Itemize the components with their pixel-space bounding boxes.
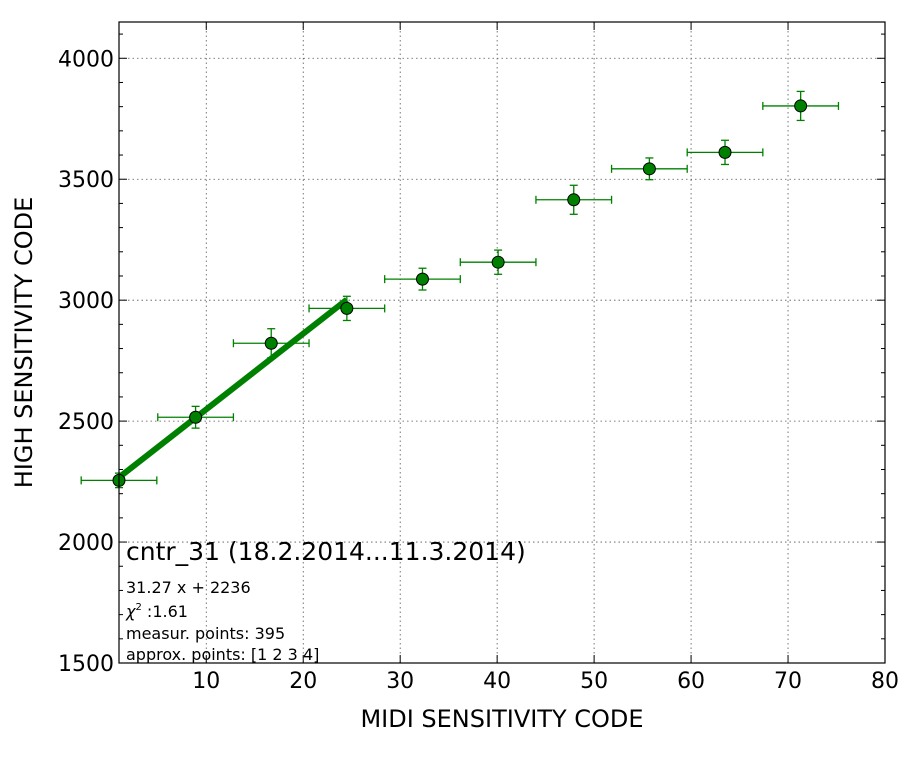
chi-value: :1.61: [142, 602, 188, 621]
point-marker: [567, 193, 581, 207]
point-marker: [189, 410, 203, 424]
x-tick-label: 20: [289, 669, 317, 694]
data-point: [686, 139, 764, 166]
point-marker: [340, 301, 354, 315]
chi-symbol: χ: [125, 602, 136, 621]
x-tick-label: 30: [386, 669, 414, 694]
data-point: [459, 249, 537, 275]
measured-points: measur. points: 395: [126, 624, 285, 643]
data-point: [384, 267, 461, 291]
data-point: [610, 157, 688, 181]
x-tick-label: 40: [483, 669, 511, 694]
plot-title: cntr_31 (18.2.2014...11.3.2014): [126, 537, 526, 566]
fit-line: [117, 297, 349, 480]
point-marker: [718, 145, 732, 159]
x-axis-title: MIDI SENSITIVITY CODE: [360, 705, 643, 733]
y-tick-label: 2000: [58, 531, 114, 556]
fit-line-group: [117, 297, 349, 480]
data-point: [308, 295, 386, 322]
x-tick-label: 50: [580, 669, 608, 694]
y-axis-title: HIGH SENSITIVITY CODE: [10, 197, 38, 489]
plot-frame: [118, 21, 886, 664]
chi-superscript: 2: [135, 602, 141, 613]
point-marker: [264, 336, 278, 350]
point-marker: [642, 162, 656, 176]
x-tick-label: 80: [871, 669, 899, 694]
data-point: [157, 405, 235, 429]
y-tick-label: 4000: [58, 47, 114, 72]
y-tick-labels: 1500 2000 2500 3000 3500 4000: [58, 47, 114, 677]
point-marker: [794, 99, 808, 113]
data-point: [762, 90, 840, 122]
x-tick-label: 70: [774, 669, 802, 694]
y-tick-label: 2500: [58, 410, 114, 435]
data-point: [232, 328, 310, 359]
point-marker: [491, 255, 505, 269]
minor-ticks: [119, 22, 886, 664]
chi-square: χ2 :1.61: [125, 602, 188, 621]
grid: [119, 22, 885, 663]
point-marker: [415, 272, 429, 286]
y-tick-label: 1500: [58, 652, 114, 677]
data-points: [80, 90, 840, 489]
y-tick-label: 3500: [58, 168, 114, 193]
x-tick-label: 60: [677, 669, 705, 694]
x-tick-labels: 10 20 30 40 50 60 70 80: [192, 669, 899, 694]
x-tick-label: 10: [192, 669, 220, 694]
approx-points: approx. points: [1 2 3 4]: [126, 645, 319, 664]
data-point: [535, 184, 613, 215]
y-tick-label: 3000: [58, 289, 114, 314]
fit-equation: 31.27 x + 2236: [126, 578, 251, 597]
